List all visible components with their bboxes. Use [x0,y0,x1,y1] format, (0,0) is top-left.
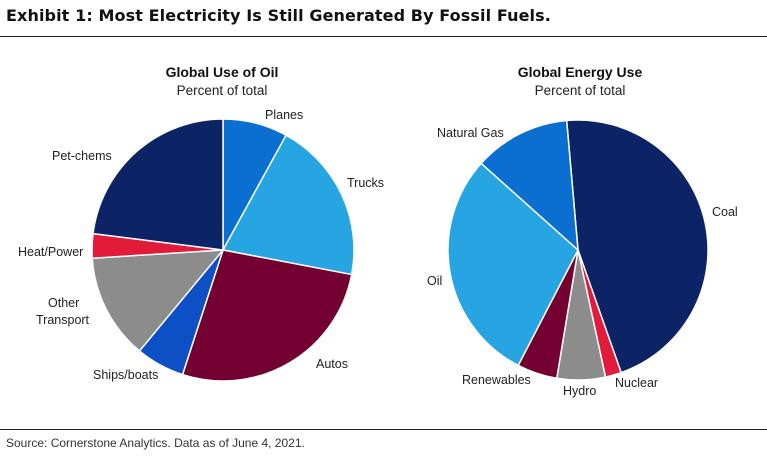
energy-chart: Global Energy Use Percent of total Coal … [427,64,738,398]
oil-chart-subtitle: Percent of total [177,83,268,98]
bottom-rule [0,429,767,430]
oil-label-pet-chems: Pet-chems [52,149,112,163]
energy-slice-natural-gas [480,119,579,251]
energy-slice-coal [565,119,709,374]
energy-chart-title: Global Energy Use [518,64,643,80]
energy-label-hydro: Hydro [563,384,596,398]
oil-label-trucks: Trucks [347,176,384,190]
oil-chart: Global Use of Oil Percent of total Plane… [18,64,384,382]
source-note: Source: Cornerstone Analytics. Data as o… [6,436,305,450]
top-rule [0,36,767,37]
oil-chart-title: Global Use of Oil [166,64,279,80]
energy-label-coal: Coal [712,205,738,219]
oil-label-ships-boats: Ships/boats [93,368,158,382]
energy-label-nuclear: Nuclear [615,376,658,390]
energy-chart-subtitle: Percent of total [535,83,626,98]
energy-label-natural-gas: Natural Gas [437,126,504,140]
oil-slice-trucks [222,134,355,276]
oil-label-other-transport: Other Transport [36,296,90,327]
oil-label-heat-power: Heat/Power [18,245,83,259]
oil-slice-other-transport [91,249,224,352]
energy-label-oil: Oil [427,274,442,288]
exhibit-title: Exhibit 1: Most Electricity Is Still Gen… [6,6,551,25]
oil-label-planes: Planes [265,108,303,122]
oil-slice-autos [181,249,353,382]
oil-label-autos: Autos [316,357,348,371]
energy-label-renewables: Renewables [462,373,531,387]
oil-slice-pet-chems [92,118,224,251]
energy-slice-oil [447,162,579,367]
oil-pie [91,118,355,382]
energy-pie [447,119,709,381]
